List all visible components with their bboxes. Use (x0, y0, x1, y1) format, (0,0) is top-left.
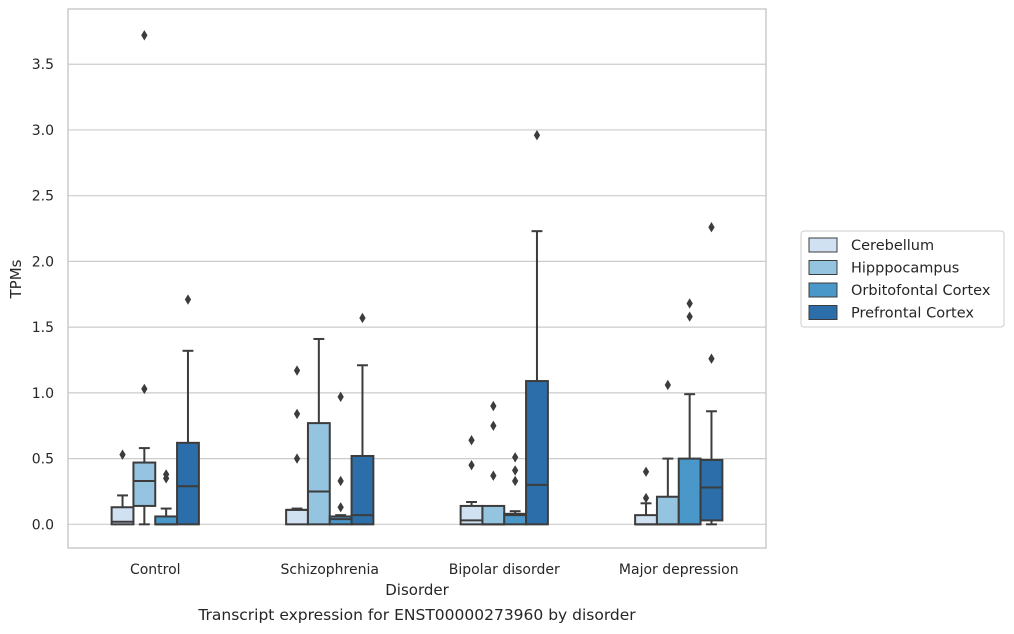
outlier-point (512, 465, 519, 476)
legend-label: Hipppocampus (851, 261, 959, 277)
outlier-point (708, 353, 715, 364)
legend-label: Prefrontal Cortex (851, 306, 974, 322)
outlier-point (337, 475, 344, 487)
outlier-point (337, 502, 344, 513)
outlier-point (686, 311, 693, 322)
box-group (328, 391, 353, 526)
box-group (285, 365, 309, 526)
box (350, 454, 375, 526)
y-axis-ticks: 0.0 0.5 1.0 1.5 2.0 2.5 3.0 3.5 (32, 57, 54, 533)
x-axis-ticks: Control Schizophrenia Bipolar disorder Majo… (130, 562, 739, 578)
outlier-point (141, 383, 148, 395)
box (634, 514, 658, 526)
box-group (306, 337, 331, 526)
box-elements (110, 30, 724, 526)
box (328, 515, 353, 526)
y-tick-label: 1.0 (32, 386, 54, 402)
box (154, 515, 179, 526)
outlier-point (293, 365, 301, 376)
box-group (481, 400, 506, 526)
box (677, 457, 702, 526)
outlier-point (708, 222, 715, 233)
box (306, 422, 331, 526)
y-tick-label: 2.5 (32, 189, 54, 205)
legend-frame (800, 230, 1005, 328)
outlier-point (512, 475, 519, 487)
box (132, 461, 157, 507)
box-group (634, 466, 658, 526)
outlier-point (359, 312, 366, 324)
y-tick-label: 0.0 (32, 517, 54, 533)
box (481, 504, 506, 526)
outlier-point (642, 466, 650, 477)
box (525, 380, 549, 526)
y-tick-label: 3.0 (32, 123, 54, 139)
x-tick-label: Bipolar disorder (449, 562, 560, 578)
box-group (503, 452, 528, 526)
grid-lines (68, 63, 766, 525)
outlier-point (119, 449, 126, 460)
box-group (110, 449, 135, 526)
outlier-point (468, 435, 475, 446)
outlier-point (490, 400, 497, 412)
outlier-point (512, 452, 519, 463)
y-tick-label: 2.0 (32, 254, 54, 270)
outlier-point (337, 391, 344, 402)
outlier-point (490, 420, 497, 431)
box-group (154, 469, 179, 526)
legend-label: Cerebellum (851, 238, 934, 254)
x-tick-label: Major depression (619, 562, 739, 578)
outlier-point (642, 492, 650, 504)
legend-swatch (808, 305, 838, 320)
box-group (699, 222, 724, 526)
box-group (655, 379, 680, 526)
legend-swatch (808, 237, 838, 253)
outlier-point (293, 453, 301, 464)
box (459, 504, 484, 526)
y-tick-label: 0.5 (32, 452, 54, 468)
box-group (350, 312, 375, 526)
outlier-point (686, 298, 693, 309)
outlier-point (293, 408, 301, 420)
outlier-point (141, 30, 148, 41)
box-group (132, 30, 157, 526)
y-tick-label: 3.5 (32, 57, 54, 73)
x-tick-label: Control (130, 562, 181, 578)
legend-swatch (808, 282, 838, 298)
outlier-point (664, 379, 671, 391)
plot-area-frame (67, 8, 767, 549)
y-axis-title: TPMs (7, 259, 25, 299)
legend-label: Orbitofontal Cortex (851, 283, 991, 299)
box-group (525, 130, 549, 526)
box (699, 458, 724, 522)
box-group (459, 435, 484, 526)
y-tick-label: 1.5 (32, 320, 54, 336)
box (655, 495, 680, 526)
legend: Cerebellum Hipppocampus Orbitofontal Corte… (800, 230, 1005, 328)
box (110, 506, 135, 526)
box-group (176, 294, 200, 526)
outlier-point (490, 470, 497, 481)
outlier-point (533, 130, 541, 141)
x-tick-label: Schizophrenia (281, 562, 379, 578)
legend-swatch (808, 260, 838, 275)
figure-caption: Transcript expression for ENST0000027396… (198, 606, 636, 624)
outlier-point (468, 460, 475, 471)
x-axis-title: Disorder (385, 581, 449, 599)
box-group (677, 298, 702, 526)
box (176, 441, 200, 526)
outlier-point (163, 469, 170, 480)
outlier-point (184, 294, 192, 305)
box (285, 508, 309, 526)
